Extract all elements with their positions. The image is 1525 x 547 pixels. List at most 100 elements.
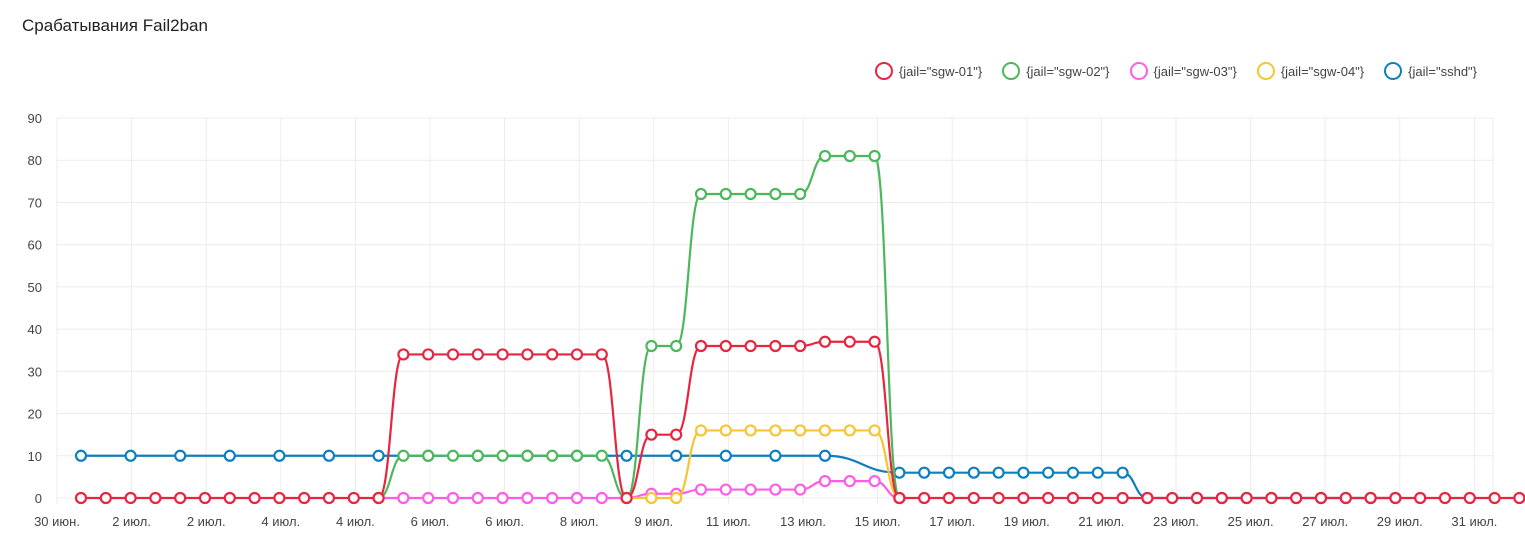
series-0-point-53[interactable] <box>1389 491 1402 505</box>
series-2-point-26[interactable] <box>719 483 732 496</box>
series-4-point-26[interactable] <box>719 449 732 462</box>
series-1-point-20[interactable] <box>570 449 584 462</box>
series-0-point-41[interactable] <box>1091 491 1104 505</box>
series-2-point-19[interactable] <box>546 491 559 505</box>
series-2-point-13[interactable] <box>397 491 410 505</box>
series-1-point-14[interactable] <box>422 449 435 462</box>
series-0-point-2[interactable] <box>124 491 137 505</box>
series-2-point-18[interactable] <box>521 491 534 505</box>
series-4-point-10[interactable] <box>322 449 336 462</box>
series-0-point-49[interactable] <box>1290 491 1303 505</box>
series-0-point-56[interactable] <box>1463 491 1476 505</box>
series-0-point-25[interactable] <box>694 339 708 353</box>
series-0-point-40[interactable] <box>1066 491 1080 505</box>
series-2-point-31[interactable] <box>843 475 856 488</box>
series-0-point-3[interactable] <box>149 491 162 505</box>
series-2-point-32[interactable] <box>868 475 881 488</box>
series-1-point-19[interactable] <box>546 449 559 462</box>
series-3-point-25[interactable] <box>694 424 708 437</box>
series-1-point-23[interactable] <box>645 339 658 353</box>
series-0-point-54[interactable] <box>1414 491 1427 505</box>
series-1-point-32[interactable] <box>868 149 881 163</box>
series-0-point-26[interactable] <box>719 339 732 353</box>
series-0-point-31[interactable] <box>843 335 856 348</box>
series-0-point-7[interactable] <box>248 491 261 505</box>
series-1-point-27[interactable] <box>744 187 757 201</box>
series-0-point-27[interactable] <box>744 339 757 353</box>
series-3-point-26[interactable] <box>719 424 732 437</box>
series-0-point-48[interactable] <box>1265 491 1278 505</box>
series-3-point-23[interactable] <box>645 491 658 505</box>
series-0-point-21[interactable] <box>595 348 608 361</box>
series-0-point-16[interactable] <box>471 348 484 361</box>
legend-item-2[interactable]: {jail="sgw-03"} <box>1129 62 1237 80</box>
series-0-point-9[interactable] <box>298 491 311 505</box>
series-2-point-15[interactable] <box>446 491 460 505</box>
series-1-point-29[interactable] <box>794 187 807 201</box>
series-4-point-0[interactable] <box>74 449 88 462</box>
series-2-point-17[interactable] <box>496 491 509 505</box>
series-2-point-25[interactable] <box>694 483 708 496</box>
series-0-point-42[interactable] <box>1116 491 1129 505</box>
series-0-point-4[interactable] <box>174 491 187 505</box>
series-0-point-11[interactable] <box>347 491 360 505</box>
series-1-point-24[interactable] <box>670 339 683 353</box>
series-0-point-51[interactable] <box>1339 491 1352 505</box>
series-0-point-50[interactable] <box>1314 491 1328 505</box>
series-1-point-13[interactable] <box>397 449 410 462</box>
series-4-point-4[interactable] <box>174 449 187 462</box>
series-4-point-30[interactable] <box>818 449 832 462</box>
series-0-point-43[interactable] <box>1141 491 1154 505</box>
series-0-point-47[interactable] <box>1240 491 1253 505</box>
series-4-point-39[interactable] <box>1042 466 1055 479</box>
series-1-point-26[interactable] <box>719 187 732 201</box>
series-0-point-14[interactable] <box>422 348 435 361</box>
series-0-point-10[interactable] <box>322 491 336 505</box>
series-0-point-15[interactable] <box>446 348 460 361</box>
series-1-point-16[interactable] <box>471 449 484 462</box>
series-0-point-6[interactable] <box>223 491 236 505</box>
series-1-point-18[interactable] <box>521 449 534 462</box>
series-4-point-35[interactable] <box>942 466 956 479</box>
series-3-point-27[interactable] <box>744 424 757 437</box>
series-1-point-28[interactable] <box>769 187 782 201</box>
series-0-point-18[interactable] <box>521 348 534 361</box>
series-4-point-28[interactable] <box>769 449 782 462</box>
series-4-point-24[interactable] <box>670 449 683 462</box>
series-3-point-24[interactable] <box>670 491 683 505</box>
legend-item-3[interactable]: {jail="sgw-04"} <box>1256 62 1364 80</box>
series-3-point-29[interactable] <box>794 424 807 437</box>
series-1-point-21[interactable] <box>595 449 608 462</box>
series-0-point-55[interactable] <box>1438 491 1452 505</box>
legend-item-4[interactable]: {jail="sshd"} <box>1384 62 1477 80</box>
series-0-point-39[interactable] <box>1042 491 1055 505</box>
series-0-point-1[interactable] <box>99 491 112 505</box>
series-3-point-32[interactable] <box>868 424 881 437</box>
series-0-point-35[interactable] <box>942 491 956 505</box>
series-0-point-20[interactable] <box>570 348 584 361</box>
series-0-point-8[interactable] <box>273 491 286 505</box>
series-0-point-33[interactable] <box>893 491 906 505</box>
series-4-point-38[interactable] <box>1017 466 1030 479</box>
series-0-point-12[interactable] <box>372 491 385 505</box>
series-0-point-34[interactable] <box>918 491 931 505</box>
series-4-point-6[interactable] <box>223 449 236 462</box>
series-0-point-13[interactable] <box>397 348 410 361</box>
series-0-point-44[interactable] <box>1166 491 1179 505</box>
series-2-point-16[interactable] <box>471 491 484 505</box>
series-0-point-36[interactable] <box>967 491 980 505</box>
series-2-point-30[interactable] <box>818 475 832 488</box>
series-0-point-58[interactable] <box>1513 491 1525 505</box>
series-0-point-0[interactable] <box>74 491 88 505</box>
series-4-point-40[interactable] <box>1066 466 1080 479</box>
series-0-point-5[interactable] <box>198 491 212 505</box>
series-1-point-15[interactable] <box>446 449 460 462</box>
series-0-point-28[interactable] <box>769 339 782 353</box>
series-4-point-36[interactable] <box>967 466 980 479</box>
series-2-point-27[interactable] <box>744 483 757 496</box>
series-0-point-46[interactable] <box>1215 491 1228 505</box>
series-3-point-31[interactable] <box>843 424 856 437</box>
series-0-point-19[interactable] <box>546 348 559 361</box>
series-4-point-34[interactable] <box>918 466 931 479</box>
series-0-point-29[interactable] <box>794 339 807 353</box>
